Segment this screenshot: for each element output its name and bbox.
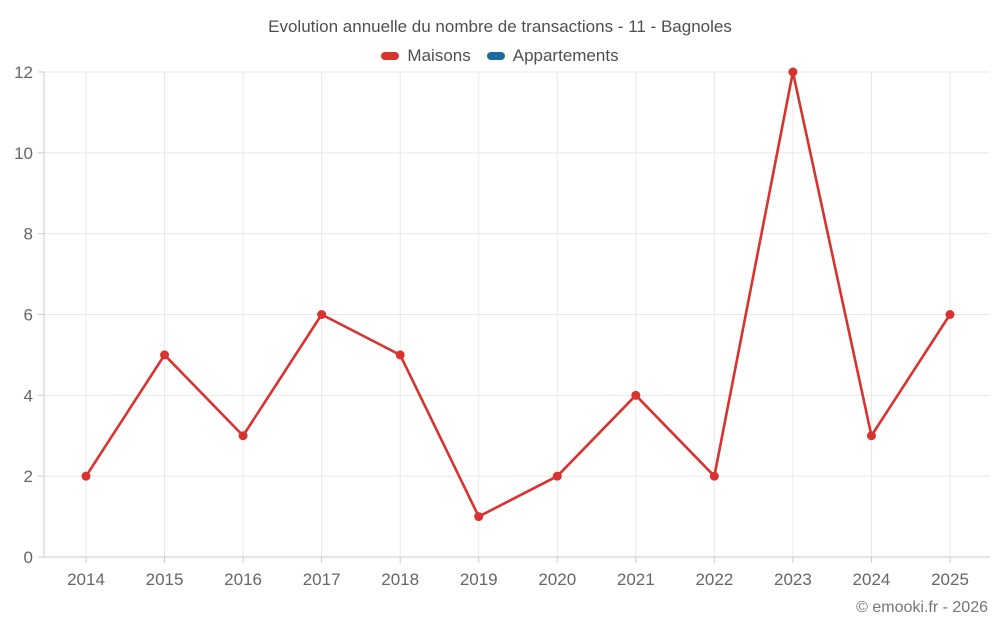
x-axis-label: 2020 [538,570,576,589]
y-axis-label: 8 [24,225,33,244]
legend-swatch-icon [486,52,505,60]
data-point-maisons-2018[interactable] [395,350,405,360]
y-axis-label: 4 [24,386,33,405]
x-axis-label: 2018 [381,570,419,589]
x-axis-label: 2021 [617,570,655,589]
legend-swatch-icon [381,52,400,60]
x-axis-label: 2023 [774,570,812,589]
legend-label: Maisons [407,46,471,65]
data-point-maisons-2024[interactable] [866,431,876,441]
legend-item-maisons[interactable]: Maisons [381,46,471,66]
data-point-maisons-2021[interactable] [631,390,641,400]
copyright-text: © emooki.fr - 2026 [856,599,988,616]
data-point-maisons-2022[interactable] [709,471,719,481]
data-point-maisons-2016[interactable] [238,431,248,441]
data-point-maisons-2017[interactable] [317,310,327,319]
legend-label: Appartements [512,46,619,65]
chart-legend: Maisons Appartements [0,46,1000,66]
y-axis-label: 2 [24,467,33,486]
x-axis-label: 2014 [67,570,105,589]
y-axis-label: 12 [14,63,33,82]
y-axis-label: 0 [24,548,33,567]
data-point-maisons-2015[interactable] [160,350,170,360]
y-axis-label: 6 [24,306,33,325]
data-point-maisons-2023[interactable] [788,67,798,77]
x-axis-label: 2022 [695,570,733,589]
x-axis-label: 2025 [931,570,969,589]
data-point-maisons-2020[interactable] [552,471,562,481]
x-axis-label: 2024 [853,570,891,589]
legend-item-appartements[interactable]: Appartements [486,46,619,66]
x-axis-label: 2016 [224,570,262,589]
y-axis-label: 10 [14,144,33,163]
series-line-maisons [84,70,952,518]
data-point-maisons-2019[interactable] [474,512,484,522]
data-point-maisons-2014[interactable] [81,471,91,481]
x-axis-label: 2019 [460,570,498,589]
data-point-maisons-2025[interactable] [945,310,955,319]
chart-title: Evolution annuelle du nombre de transact… [268,17,732,36]
x-axis-label: 2015 [146,570,184,589]
x-axis-label: 2017 [303,570,341,589]
